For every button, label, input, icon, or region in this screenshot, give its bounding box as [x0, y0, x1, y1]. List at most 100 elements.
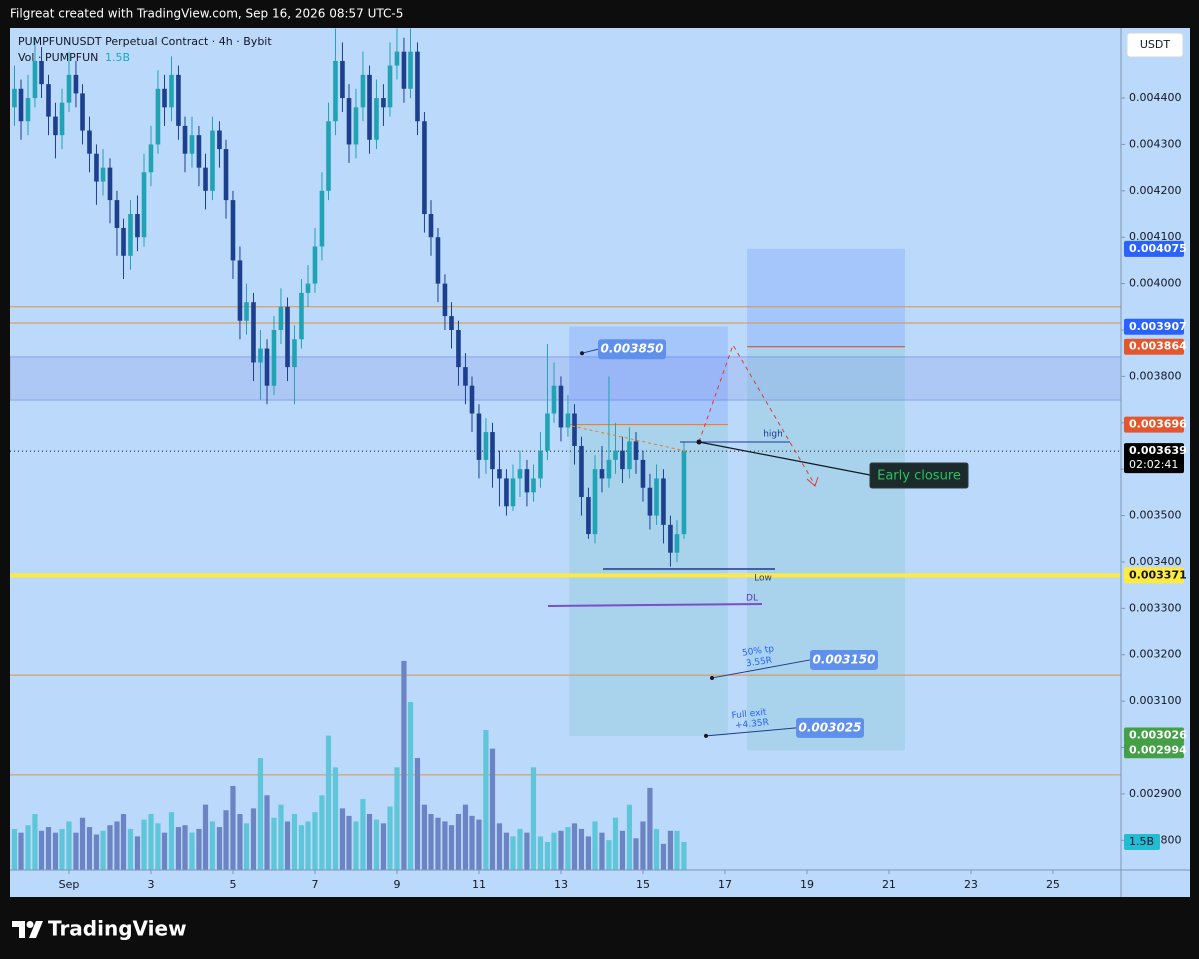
volume-bar: [168, 812, 175, 870]
volume-bar: [161, 832, 168, 870]
candle-body: [517, 469, 523, 479]
volume-bar: [107, 825, 113, 870]
x-tick-label: 25: [1046, 878, 1060, 891]
y-tick-label: 0.004000: [1129, 277, 1182, 290]
projection-arrow: [806, 476, 819, 487]
volume-bar: [257, 757, 264, 870]
volume-bar: [175, 827, 182, 870]
volume-bar: [633, 838, 639, 870]
countdown: 02:02:41: [1129, 458, 1178, 471]
volume-bar: [524, 832, 530, 870]
candle-body: [504, 478, 509, 507]
candle-body: [442, 283, 448, 317]
annotation: 50% tp: [741, 644, 774, 658]
volume-bar: [189, 832, 195, 870]
price-badge-label: 0.003864: [1129, 340, 1187, 353]
volume-bar: [59, 828, 65, 870]
price-badge: [1124, 416, 1184, 433]
candle-body: [80, 93, 85, 131]
logo-mark: [29, 921, 43, 938]
currency[interactable]: USDT: [1140, 38, 1171, 51]
volume-bar: [18, 832, 24, 870]
volume-bar: [209, 821, 216, 870]
volume-bar: [25, 825, 31, 870]
callout-box: [796, 717, 864, 738]
candle-body: [251, 302, 256, 363]
candle-body: [435, 237, 441, 284]
candle-body: [387, 65, 393, 108]
x-tick-label: Sep: [59, 878, 80, 891]
volume-bar: [407, 701, 414, 870]
candle-body: [524, 469, 530, 493]
volume-bar: [599, 832, 605, 870]
y-tick-label: 0.004300: [1129, 137, 1182, 150]
y-tick-label: 0.004200: [1129, 184, 1182, 197]
candle-body: [100, 167, 106, 182]
position-stop: [747, 248, 905, 347]
volume-bar: [530, 767, 537, 870]
volume-bar: [428, 813, 434, 870]
annotation: Early closure: [877, 469, 961, 484]
candle-body: [155, 88, 161, 145]
drawings: high Low DL 50% tp 3.55R Full exit +4.35…: [547, 343, 969, 731]
volume-bar: [448, 825, 455, 870]
candle-body: [572, 413, 577, 446]
volume-bar: [202, 804, 209, 870]
candle-body: [640, 459, 646, 488]
position-target: [747, 346, 905, 751]
candle-body: [264, 348, 270, 386]
volume-bar: [346, 815, 352, 870]
candle-body: [210, 130, 215, 191]
x-tick-label: 17: [718, 878, 732, 891]
candle-body: [278, 306, 284, 331]
volume-bar: [565, 827, 571, 870]
volume-bar: [640, 821, 646, 870]
volume-bar: [476, 819, 482, 870]
callout-box: [810, 649, 878, 670]
volume-bar: [339, 808, 346, 870]
candle-body: [196, 135, 202, 168]
volume-bar: [216, 827, 223, 870]
volume-bar: [45, 827, 52, 870]
price-badges: 0.004075 0.003907 0.003864 0.003696 0.003371…: [1124, 240, 1187, 850]
currency-button[interactable]: [1126, 32, 1184, 58]
x-tick-label: 15: [636, 878, 650, 891]
candle-body: [271, 330, 277, 386]
volume-bar: [223, 810, 229, 870]
volume-bar: [647, 787, 653, 870]
candle-body: [483, 432, 489, 460]
volume-bar: [544, 841, 551, 870]
volume-bar: [237, 813, 243, 870]
volume-badge: [1124, 833, 1160, 850]
candle-body: [497, 469, 502, 479]
candle-body: [39, 60, 44, 85]
candle-body: [579, 445, 584, 498]
volume-bar: [134, 836, 141, 870]
candle-body: [182, 125, 188, 154]
candle-body: [531, 478, 536, 493]
volume-bar: [496, 823, 503, 870]
zone: [10, 356, 1121, 401]
legend-volume: Vol · PUMPFUN: [18, 51, 98, 64]
y-tick-label: 0.003100: [1129, 694, 1182, 707]
candle-body: [107, 167, 113, 201]
x-tick-label: 23: [964, 878, 978, 891]
y-tick-label: 0.003500: [1129, 509, 1182, 522]
candle-body: [176, 74, 181, 126]
price-badge: [1124, 567, 1184, 584]
volume-bar: [79, 817, 86, 870]
callout-point: [580, 351, 584, 356]
volume-bar: [592, 821, 598, 870]
volume-bar: [182, 825, 188, 870]
candle-body: [401, 51, 407, 89]
candle-body: [121, 227, 126, 256]
volume-bar: [421, 804, 428, 870]
volume-bar: [455, 813, 462, 870]
projection-path: [698, 343, 816, 486]
volume-bar: [271, 817, 277, 870]
candle-body: [292, 339, 297, 368]
y-tick-label: 0.003200: [1129, 648, 1182, 661]
volume-bar: [387, 806, 393, 870]
candle-body: [620, 450, 625, 470]
candle-body: [87, 130, 92, 154]
